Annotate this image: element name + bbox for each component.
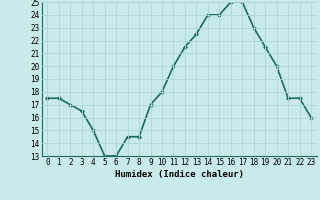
X-axis label: Humidex (Indice chaleur): Humidex (Indice chaleur) <box>115 170 244 179</box>
